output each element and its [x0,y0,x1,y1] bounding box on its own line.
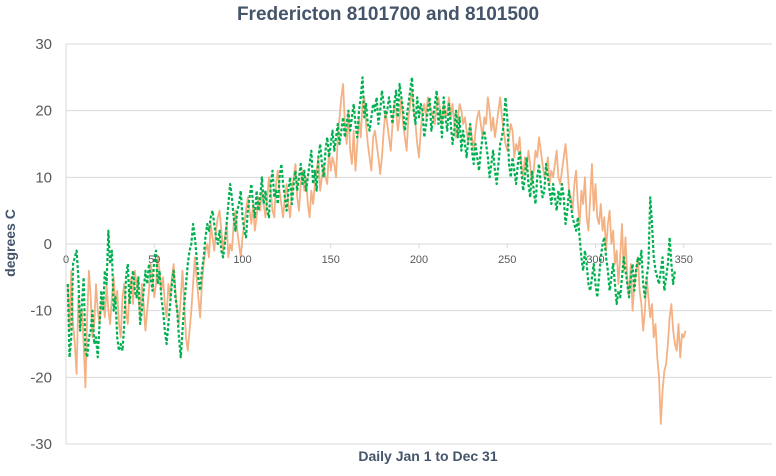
x-tick-label: 0 [63,254,69,266]
y-tick-label: 20 [35,103,52,120]
x-tick-label: 50 [148,254,160,266]
x-tick-label: 250 [498,254,516,266]
gridlines [66,43,772,445]
series-lines [66,76,687,425]
y-tick-label: 0 [44,236,52,253]
y-tick-label: -10 [30,303,52,320]
axes [65,44,772,444]
chart-title: Fredericton 8101700 and 8101500 [236,4,540,25]
series-line-2 [66,76,677,359]
y-tick-label: 30 [35,36,52,53]
y-tick-label: 10 [35,169,52,186]
x-tick-label: 300 [586,254,604,266]
x-tick-label: 100 [233,254,251,266]
x-tick-label: 150 [322,254,340,266]
x-tick-label: 200 [410,254,428,266]
x-tick-label: 350 [675,254,693,266]
x-axis-label: Daily Jan 1 to Dec 31 [358,448,498,464]
y-tick-label: -30 [30,436,52,453]
y-tick-label: -20 [30,369,52,386]
